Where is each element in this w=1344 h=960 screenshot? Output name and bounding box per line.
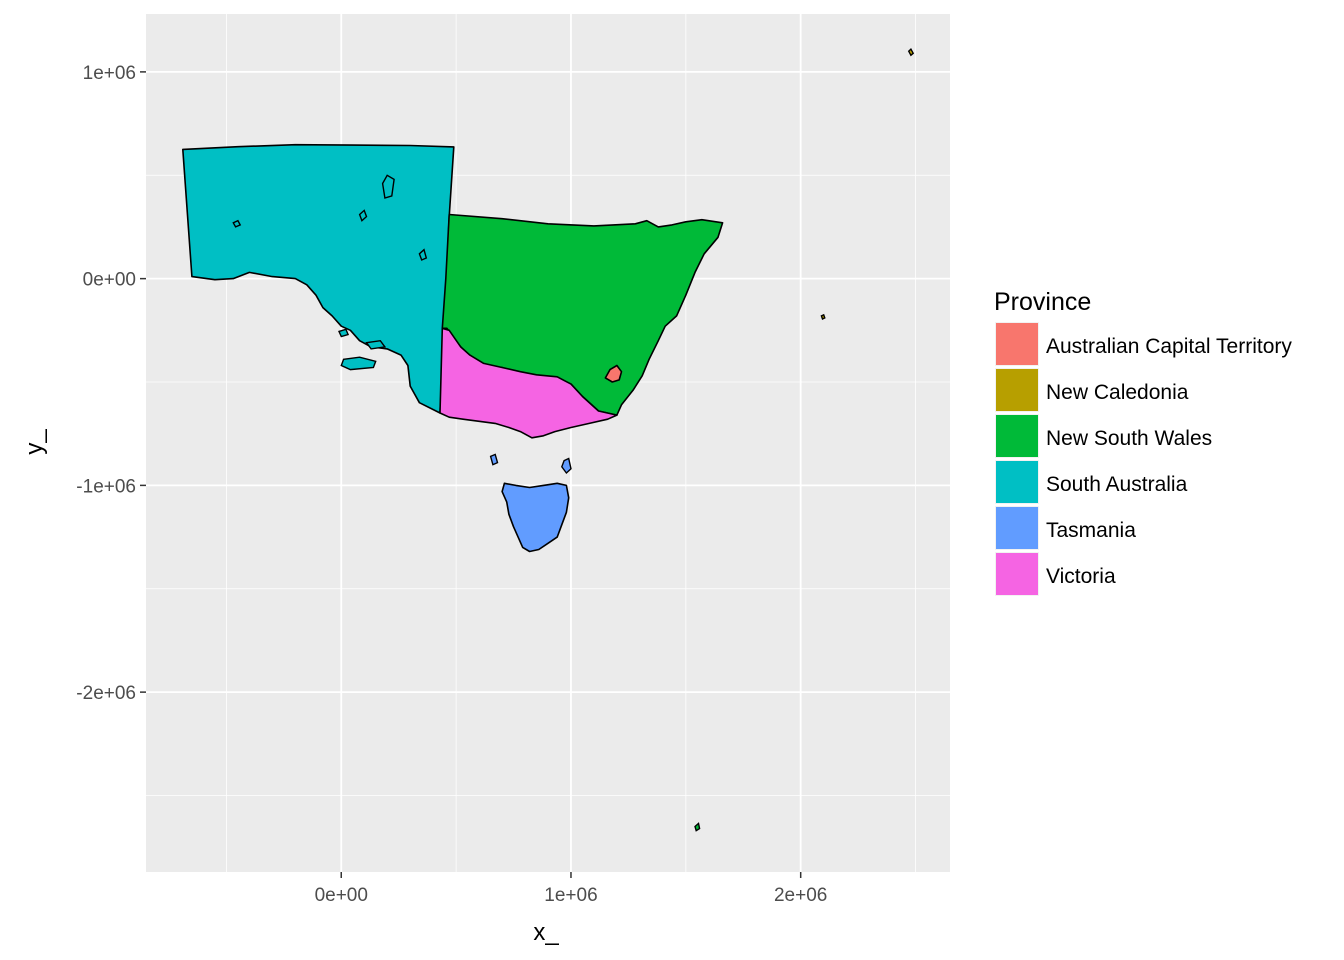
island-shape (418, 248, 428, 261)
legend-label: South Australia (1046, 473, 1188, 496)
legend-key (996, 415, 1038, 457)
legend-key (996, 369, 1038, 411)
legend-label: New South Wales (1046, 427, 1212, 450)
legend-key (996, 553, 1038, 595)
y-axis-title: y_ (21, 429, 48, 455)
map-islands (232, 47, 915, 832)
region-tasmania (501, 482, 570, 553)
y-tick-label: -1e+06 (76, 476, 136, 497)
x-axis-title: x_ (533, 919, 559, 946)
legend-key (996, 323, 1038, 365)
legend-title: Province (994, 288, 1091, 316)
island-shape (365, 339, 387, 350)
island-shape (907, 47, 915, 57)
y-axis-ticks: 1e+06 0e+00 -1e+06 -2e+06 (76, 63, 146, 704)
y-tick-label: 0e+00 (83, 270, 136, 291)
y-tick-label: 1e+06 (83, 63, 136, 84)
legend-label: Tasmania (1046, 519, 1136, 542)
island-shape (561, 457, 572, 475)
minor-gridlines (146, 14, 950, 872)
island-shape (694, 822, 701, 832)
x-tick-label: 2e+06 (774, 885, 827, 906)
x-tick-label: 1e+06 (544, 885, 597, 906)
island-shape (489, 453, 499, 466)
island-shape (358, 209, 368, 222)
legend-key (996, 507, 1038, 549)
island-shape (340, 356, 377, 371)
island-shape (338, 328, 350, 338)
map-regions (182, 143, 724, 553)
x-tick-label: 0e+00 (315, 885, 368, 906)
legend-label: Victoria (1046, 565, 1116, 588)
panel-background (146, 14, 950, 872)
legend-label: Australian Capital Territory (1046, 335, 1292, 358)
island-shape (232, 219, 242, 228)
island-shape (381, 174, 395, 199)
island-shape (820, 313, 826, 320)
y-tick-label: -2e+06 (76, 683, 136, 704)
legend-items: Australian Capital Territory New Caledoni… (995, 322, 1292, 596)
legend: Province Australian Capital Territory New… (994, 288, 1292, 596)
region-victoria (439, 327, 618, 439)
legend-key (996, 461, 1038, 503)
legend-label: New Caledonia (1046, 381, 1189, 404)
x-axis-ticks: 0e+00 1e+06 2e+06 (315, 872, 827, 906)
region-australian-capital-territory (604, 364, 623, 383)
